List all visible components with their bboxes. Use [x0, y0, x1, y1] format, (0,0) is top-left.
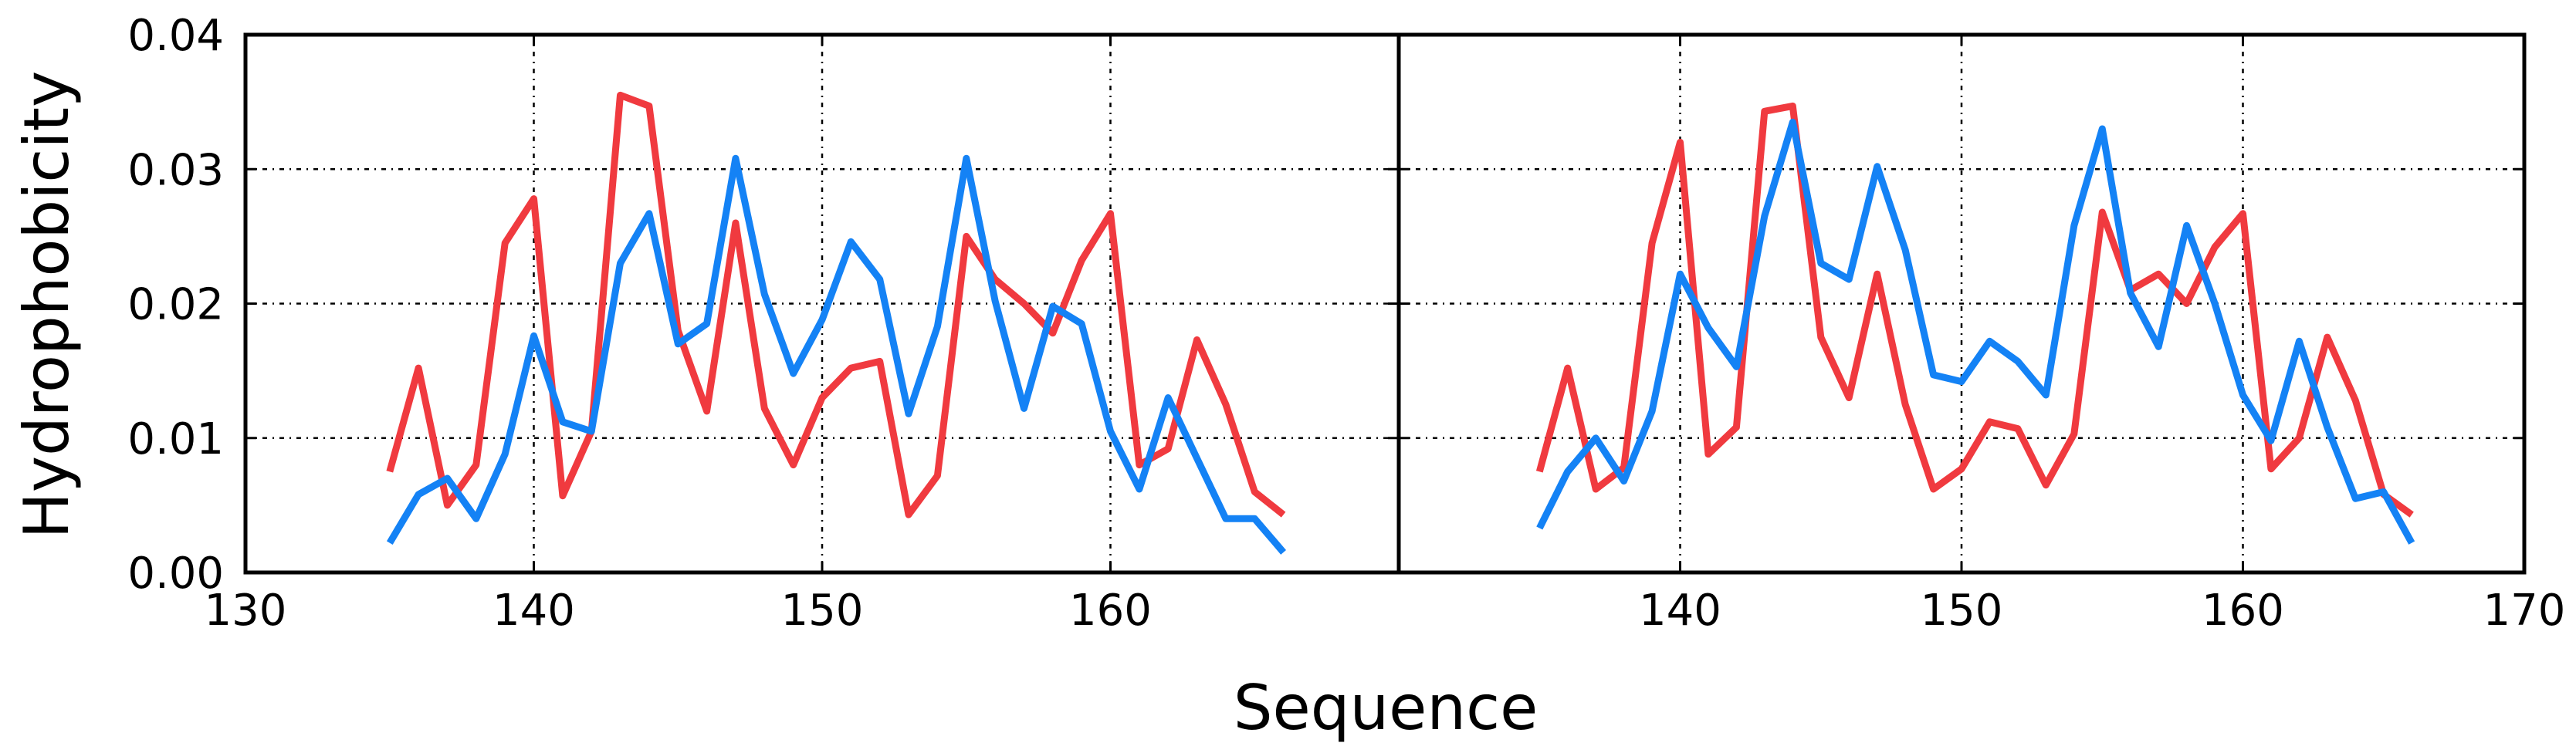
- x-tick-label: 140: [493, 586, 575, 636]
- series-line-blue: [1536, 118, 2415, 545]
- y-tick-label: 0.04: [127, 11, 224, 61]
- y-tick-label: 0.02: [127, 280, 224, 330]
- x-tick-label: 150: [781, 586, 864, 636]
- series-line-red: [386, 91, 1286, 518]
- right-panel: 140 150 160 170: [1396, 32, 2566, 636]
- series-line-red: [1535, 102, 2414, 518]
- y-axis-ticks: 0.00 0.01 0.02 0.03 0.04: [127, 11, 224, 599]
- y-tick-label: 0.03: [127, 145, 224, 195]
- y-tick-label: 0.01: [127, 414, 224, 464]
- x-tick-label: 130: [205, 586, 287, 636]
- x-tick-label: 170: [2483, 586, 2566, 636]
- series-line-blue: [386, 154, 1287, 555]
- x-tick-label: 150: [1921, 586, 2003, 636]
- x-tick-label: 140: [1639, 586, 1721, 636]
- x-tick-label: 160: [1069, 586, 1152, 636]
- y-tick-label: 0.00: [127, 549, 224, 599]
- left-panel: 130 140 150 160: [205, 32, 1401, 636]
- x-tick-label: 160: [2202, 586, 2284, 636]
- x-axis-title: Sequence: [1234, 672, 1538, 744]
- y-axis-title: Hydrophobicity: [11, 71, 83, 539]
